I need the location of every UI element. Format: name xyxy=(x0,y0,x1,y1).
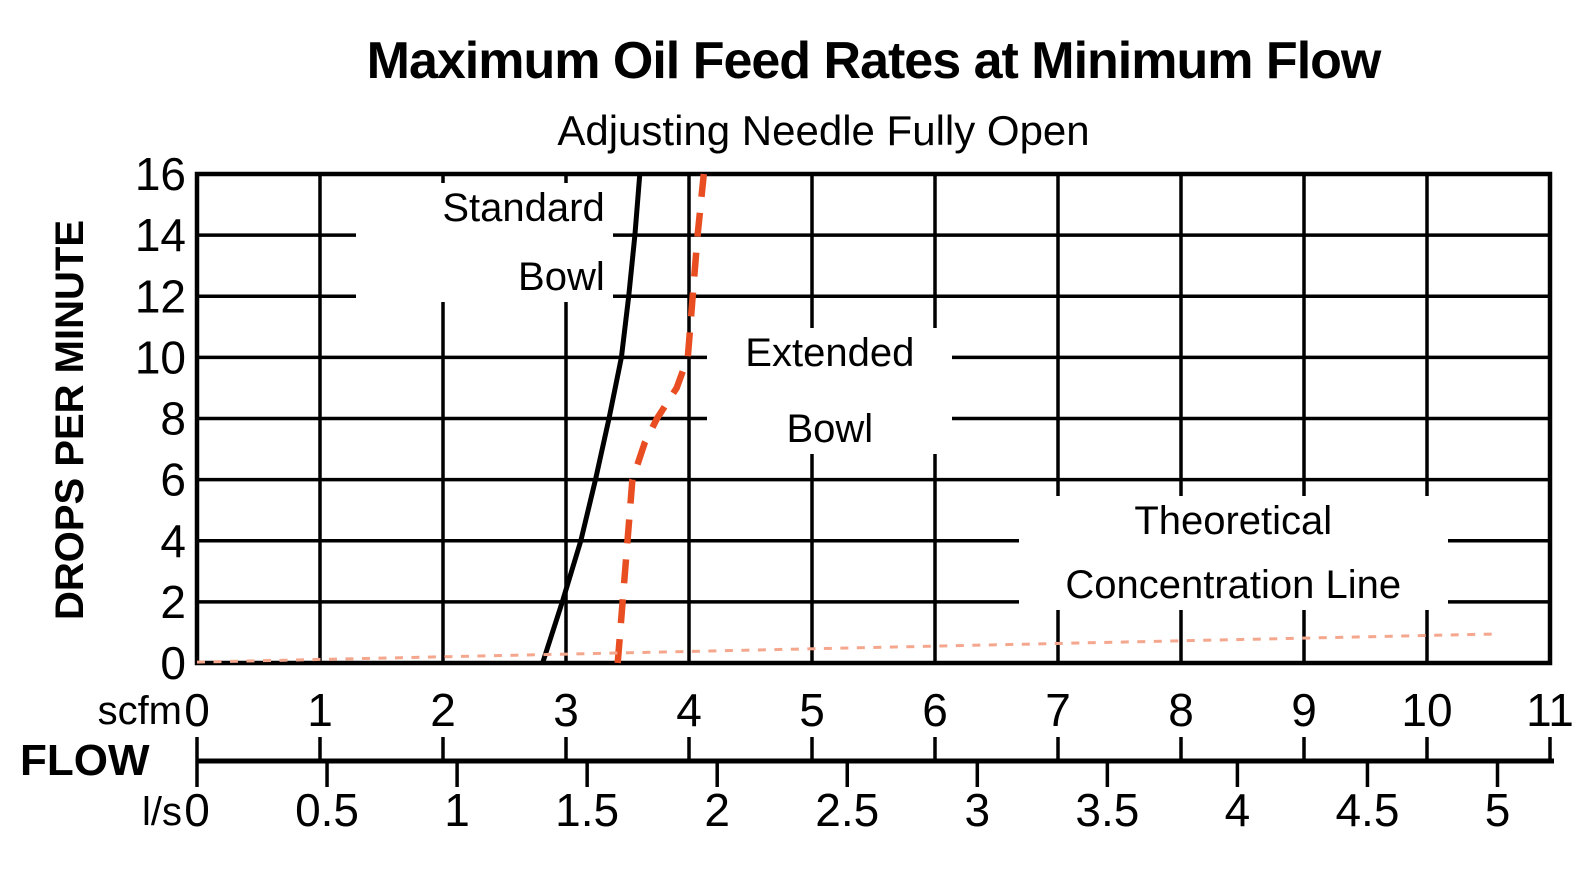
ls-tick-label: 0 xyxy=(184,784,210,836)
ls-tick-label: 2 xyxy=(704,784,730,836)
curve-label-line: Standard xyxy=(442,186,605,231)
y-tick-label: 6 xyxy=(160,454,186,506)
curve-label-line: Bowl xyxy=(786,406,874,451)
ls-tick-label: 0.5 xyxy=(295,784,359,836)
chart-subtitle: Adjusting Needle Fully Open xyxy=(557,107,1090,154)
ls-tick-label: 3.5 xyxy=(1075,784,1139,836)
curve-label-extended-bowl: Extended Bowl xyxy=(707,328,953,454)
y-tick-label: 12 xyxy=(135,270,186,322)
scfm-tick-label: 0 xyxy=(184,684,210,736)
ls-tick-label: 5 xyxy=(1485,784,1511,836)
scfm-tick-label: 10 xyxy=(1401,684,1452,736)
ls-tick-label: 4 xyxy=(1225,784,1251,836)
x-axis-unit-scfm: scfm xyxy=(97,689,182,733)
scfm-tick-label: 8 xyxy=(1168,684,1194,736)
series-line-theoretical-concentration-line xyxy=(196,632,1495,664)
scfm-tick-label: 7 xyxy=(1045,684,1071,736)
ls-tick-label: 4.5 xyxy=(1335,784,1399,836)
scfm-tick-label: 5 xyxy=(799,684,825,736)
ls-tick-label: 2.5 xyxy=(815,784,879,836)
curve-label-standard-bowl: Standard Bowl xyxy=(355,183,613,303)
scfm-tick-label: 3 xyxy=(553,684,579,736)
x-axis-unit-ls: l/s xyxy=(142,790,182,834)
y-tick-label: 8 xyxy=(160,393,186,445)
scfm-tick-label: 9 xyxy=(1291,684,1317,736)
series-line-standard-bowl xyxy=(540,173,643,664)
scfm-tick-label: 11 xyxy=(1526,684,1574,736)
curve-label-line: Concentration Line xyxy=(1065,563,1402,608)
curve-label-line: Bowl xyxy=(518,255,605,300)
scfm-tick-label: 6 xyxy=(922,684,948,736)
scfm-tick-label: 2 xyxy=(430,684,456,736)
ls-tick-label: 3 xyxy=(965,784,991,836)
y-tick-label: 4 xyxy=(160,515,186,567)
y-tick-label: 16 xyxy=(135,148,186,200)
y-tick-label: 0 xyxy=(160,637,186,689)
y-tick-label: 10 xyxy=(135,331,186,383)
curve-label-theoretical-concentration-line: Theoretical Concentration Line xyxy=(1018,496,1448,611)
scfm-tick-label: 4 xyxy=(676,684,702,736)
x-axis-title: FLOW xyxy=(20,736,150,785)
ls-tick-label: 1 xyxy=(444,784,470,836)
chart-title: Maximum Oil Feed Rates at Minimum Flow xyxy=(366,32,1382,90)
series-line-extended-bowl xyxy=(614,173,708,664)
plot-border xyxy=(194,171,1553,666)
ls-tick-label: 1.5 xyxy=(555,784,619,836)
curve-label-line: Extended xyxy=(745,331,915,376)
y-tick-label: 2 xyxy=(160,576,186,628)
flow-scale-bar xyxy=(197,758,1554,764)
curve-label-line: Theoretical xyxy=(1134,499,1333,544)
y-tick-label: 14 xyxy=(135,209,186,261)
scfm-tick-label: 1 xyxy=(307,684,333,736)
